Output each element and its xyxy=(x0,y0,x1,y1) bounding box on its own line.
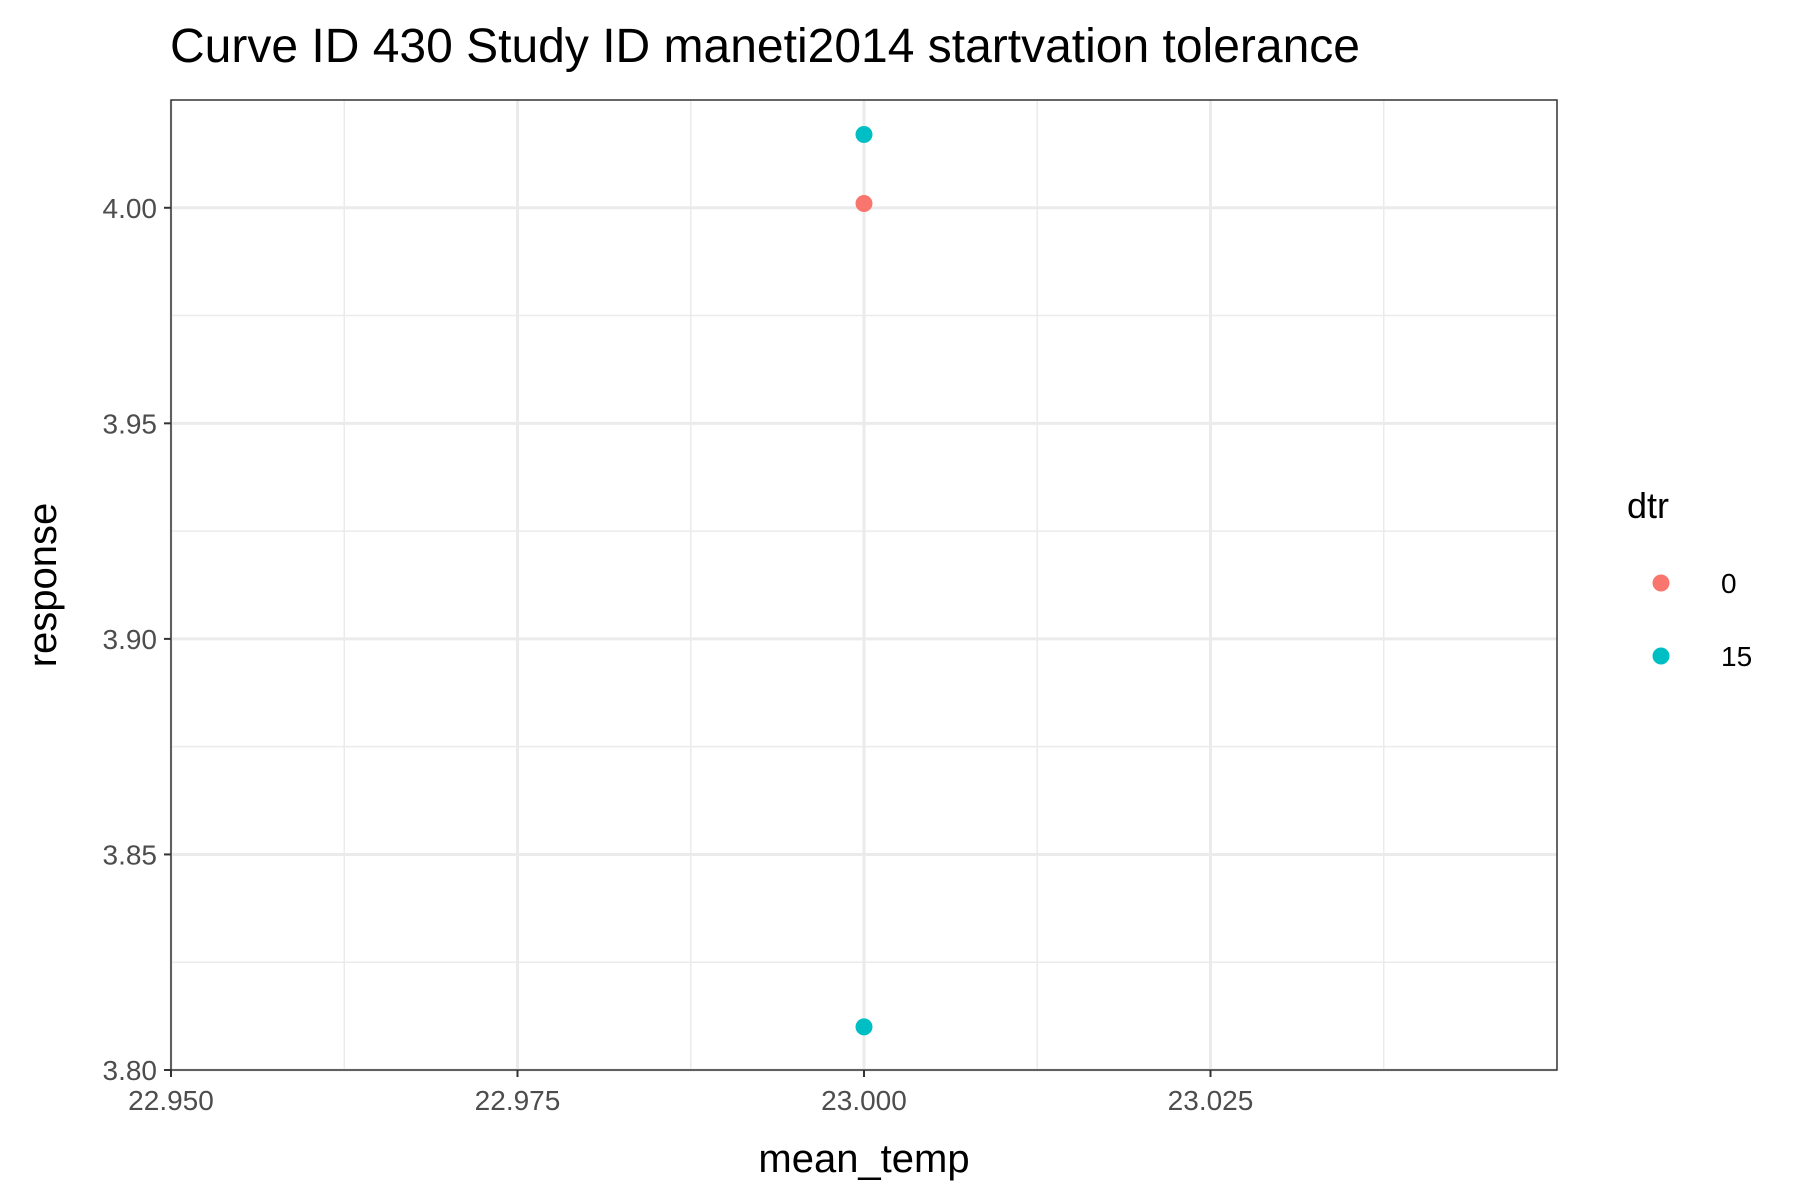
y-tick-label: 3.80 xyxy=(103,1055,158,1086)
data-point xyxy=(855,194,873,212)
legend-label: 15 xyxy=(1721,641,1752,672)
y-tick-label: 3.85 xyxy=(103,839,158,870)
x-tick-label: 22.975 xyxy=(475,1085,561,1116)
x-tick-label: 23.025 xyxy=(1168,1085,1254,1116)
data-point xyxy=(855,125,873,143)
data-point xyxy=(855,1018,873,1036)
y-tick-label: 4.00 xyxy=(103,193,158,224)
legend-entries: 0 15 xyxy=(1652,568,1752,672)
legend-key xyxy=(1652,574,1670,592)
legend-label: 0 xyxy=(1721,568,1737,599)
chart-title: Curve ID 430 Study ID maneti2014 startva… xyxy=(170,20,1360,73)
x-axis-title: mean_temp xyxy=(758,1137,969,1181)
y-axis: 3.80 3.85 3.90 3.95 4.00 xyxy=(103,193,171,1086)
x-tick-label: 23.000 xyxy=(821,1085,907,1116)
legend-key xyxy=(1652,647,1670,665)
legend-title: dtr xyxy=(1627,485,1669,526)
x-axis: 22.950 22.975 23.000 23.025 xyxy=(128,1070,1253,1116)
x-tick-label: 22.950 xyxy=(128,1085,214,1116)
y-tick-label: 3.95 xyxy=(103,408,158,439)
y-tick-label: 3.90 xyxy=(103,624,158,655)
legend: dtr 0 15 xyxy=(1627,485,1752,672)
y-axis-title: response xyxy=(21,503,65,668)
data-points xyxy=(855,125,873,1036)
